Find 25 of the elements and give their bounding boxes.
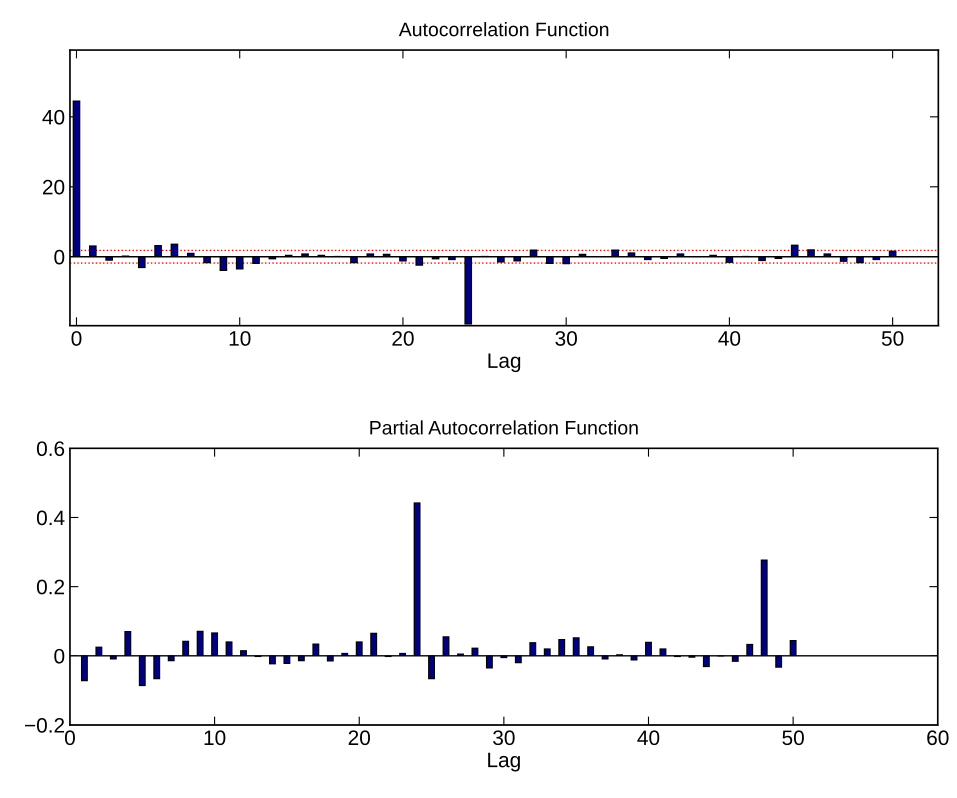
x-tick-label: 0 <box>72 331 82 346</box>
x-axis-title: Lag <box>488 752 520 772</box>
x-tick-label: 40 <box>718 331 740 346</box>
y-tick-label: 20 <box>42 180 64 195</box>
x-tick-label: 50 <box>882 331 904 346</box>
x-tick-label: 30 <box>493 730 515 746</box>
y-tick-label: 0 <box>54 648 64 664</box>
x-tick-label: 10 <box>204 730 226 746</box>
x-axis-title: Lag <box>488 353 520 372</box>
chart-title: Partial Autocorrelation Function <box>370 420 638 435</box>
x-tick-label: 50 <box>782 730 804 746</box>
y-tick-label: 0.2 <box>36 580 64 594</box>
y-tick-label: 40 <box>42 110 64 125</box>
x-tick-label: 0 <box>64 730 75 746</box>
x-tick-label: 10 <box>230 331 250 346</box>
y-tick-label: 0 <box>54 250 64 265</box>
y-tick-label: 0.4 <box>36 510 64 526</box>
y-tick-label: −0.2 <box>25 718 64 733</box>
x-tick-label: 40 <box>637 730 660 746</box>
x-tick-label: 30 <box>555 331 577 346</box>
y-tick-label: 0.6 <box>36 441 64 456</box>
x-tick-label: 60 <box>927 730 949 746</box>
x-tick-label: 20 <box>348 730 370 746</box>
x-tick-label: 20 <box>392 331 414 346</box>
chart-title: Autocorrelation Function <box>398 22 608 36</box>
